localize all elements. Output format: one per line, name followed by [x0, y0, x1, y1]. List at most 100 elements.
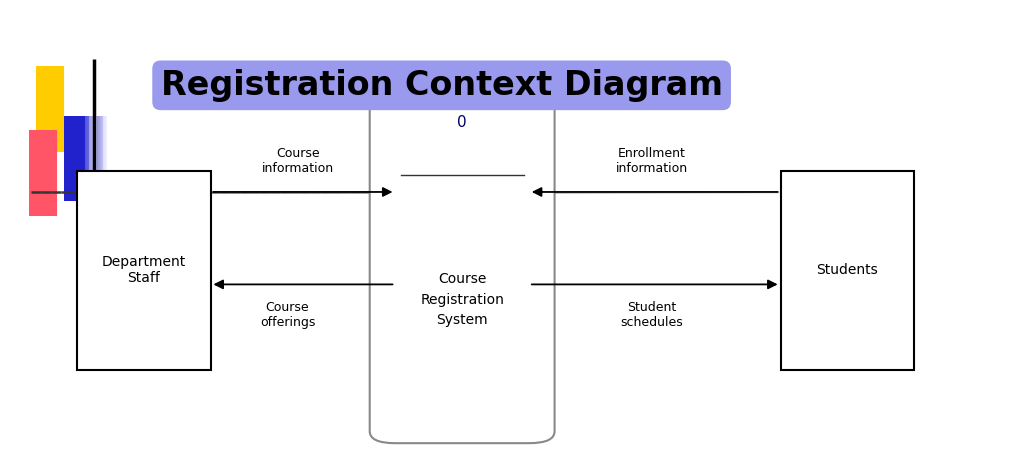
- Bar: [30, 130, 32, 216]
- Bar: [83, 116, 84, 201]
- Bar: [88, 116, 90, 201]
- Bar: [58, 66, 60, 152]
- Bar: [70, 116, 72, 201]
- Bar: [69, 116, 71, 201]
- Bar: [60, 66, 62, 152]
- Bar: [78, 116, 79, 201]
- Bar: [46, 130, 48, 216]
- Bar: [55, 66, 58, 152]
- Bar: [53, 66, 55, 152]
- Bar: [87, 116, 89, 201]
- Bar: [93, 116, 96, 201]
- Bar: [35, 130, 36, 216]
- Bar: [97, 116, 98, 201]
- Bar: [37, 66, 39, 152]
- Bar: [101, 116, 102, 201]
- Bar: [43, 130, 45, 216]
- Bar: [98, 116, 99, 201]
- Bar: [103, 116, 104, 201]
- Bar: [45, 130, 46, 216]
- Bar: [34, 130, 35, 216]
- Bar: [67, 116, 69, 201]
- Bar: [56, 130, 58, 216]
- Bar: [47, 130, 49, 216]
- Bar: [54, 130, 56, 216]
- Bar: [71, 116, 73, 201]
- Bar: [51, 66, 53, 152]
- Bar: [32, 130, 34, 216]
- Bar: [90, 116, 92, 201]
- Bar: [42, 66, 44, 152]
- Bar: [65, 116, 67, 201]
- Bar: [40, 130, 42, 216]
- Bar: [76, 116, 77, 201]
- Bar: [38, 66, 40, 152]
- Bar: [91, 116, 93, 201]
- Bar: [38, 130, 40, 216]
- Bar: [99, 116, 100, 201]
- Bar: [73, 116, 75, 201]
- Bar: [36, 66, 38, 152]
- Bar: [61, 66, 63, 152]
- Bar: [52, 130, 54, 216]
- Text: 0: 0: [457, 115, 467, 129]
- Bar: [49, 130, 51, 216]
- Bar: [35, 130, 37, 216]
- Text: Course
information: Course information: [262, 147, 334, 175]
- Bar: [41, 66, 43, 152]
- FancyBboxPatch shape: [781, 171, 914, 370]
- Bar: [59, 66, 61, 152]
- Bar: [86, 116, 88, 201]
- Bar: [29, 130, 58, 216]
- Bar: [94, 116, 97, 201]
- Bar: [74, 116, 76, 201]
- Bar: [63, 66, 65, 152]
- Text: Department
Staff: Department Staff: [102, 255, 186, 285]
- Bar: [102, 116, 103, 201]
- Bar: [51, 130, 53, 216]
- Bar: [50, 66, 52, 152]
- Bar: [105, 116, 106, 201]
- Bar: [68, 116, 70, 201]
- Bar: [43, 66, 45, 152]
- Text: Course
Registration
System: Course Registration System: [420, 272, 504, 328]
- Bar: [64, 116, 66, 201]
- Bar: [72, 116, 74, 201]
- Bar: [106, 116, 107, 201]
- Bar: [64, 66, 65, 152]
- Bar: [48, 130, 50, 216]
- Bar: [52, 66, 53, 152]
- Text: Course
offerings: Course offerings: [260, 301, 315, 329]
- Bar: [49, 66, 51, 152]
- Bar: [45, 130, 47, 216]
- FancyBboxPatch shape: [77, 171, 211, 370]
- Bar: [50, 130, 52, 216]
- Bar: [29, 130, 31, 216]
- Bar: [77, 116, 78, 201]
- Bar: [53, 66, 54, 152]
- FancyBboxPatch shape: [370, 64, 555, 443]
- Bar: [54, 66, 56, 152]
- Bar: [80, 116, 81, 201]
- Bar: [44, 130, 45, 216]
- Bar: [92, 116, 94, 201]
- Bar: [104, 116, 105, 201]
- Bar: [40, 66, 41, 152]
- Bar: [36, 130, 38, 216]
- Bar: [55, 130, 58, 216]
- Bar: [62, 66, 64, 152]
- Bar: [85, 116, 86, 201]
- Text: Enrollment
information: Enrollment information: [616, 147, 688, 175]
- Bar: [41, 66, 42, 152]
- Bar: [33, 130, 35, 216]
- Text: Students: Students: [816, 263, 878, 277]
- Bar: [46, 66, 48, 152]
- Text: Registration Context Diagram: Registration Context Diagram: [160, 69, 723, 102]
- Bar: [79, 116, 80, 201]
- Bar: [37, 130, 39, 216]
- Text: Student
schedules: Student schedules: [620, 301, 684, 329]
- Bar: [100, 116, 101, 201]
- Bar: [66, 116, 68, 201]
- Bar: [89, 116, 91, 201]
- Bar: [42, 130, 44, 216]
